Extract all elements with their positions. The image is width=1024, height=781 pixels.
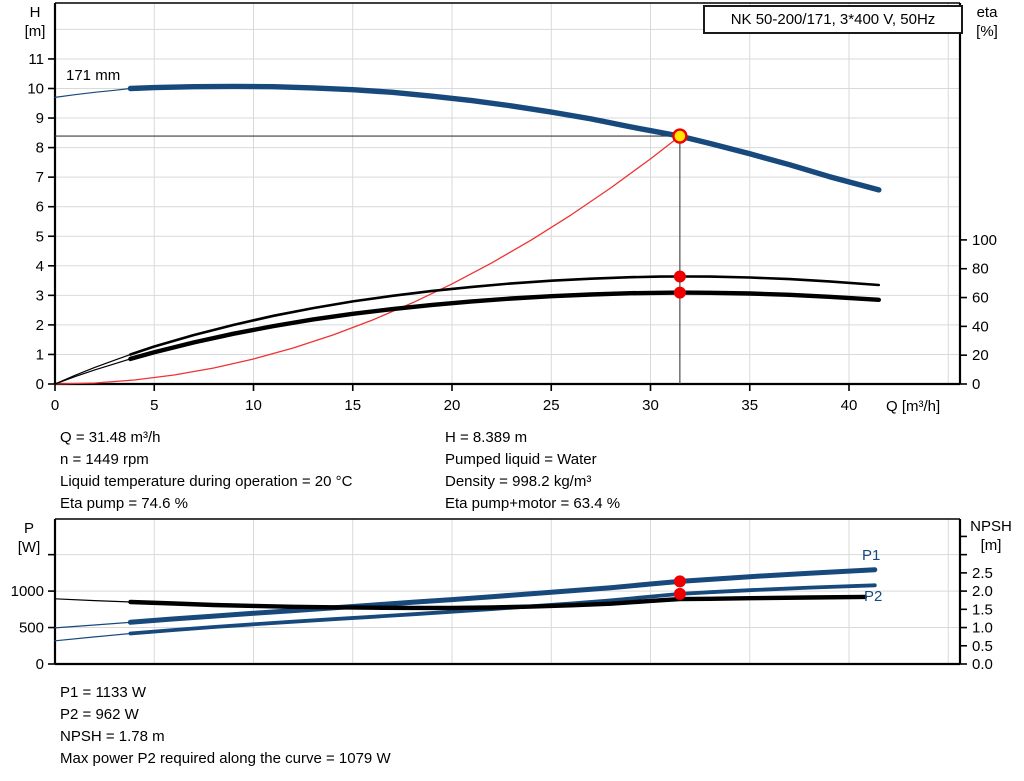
q-tick-label: 25: [543, 397, 560, 414]
npsh-tick-label: 0.0: [972, 656, 993, 673]
power-duty-dot: [673, 575, 686, 588]
p1-curve-label: P1: [862, 547, 881, 564]
p2-curve-label: P2: [864, 588, 883, 605]
h-tick-label: 10: [27, 81, 44, 98]
p-tick-label: 1000: [11, 583, 44, 600]
npsh-axis-unit: [m]: [980, 537, 1002, 554]
readout-eta-total: Eta pump+motor = 63.4 %: [445, 495, 621, 512]
eta-tick-label: 100: [972, 232, 997, 249]
h-tick-label: 5: [36, 228, 44, 245]
duty-point-marker[interactable]: [672, 128, 688, 144]
h-axis-unit: [m]: [24, 23, 46, 40]
pump-model-title: NK 50-200/171, 3*400 V, 50Hz: [703, 5, 963, 34]
h-tick-label: 3: [36, 287, 44, 304]
h-tick-label: 11: [28, 51, 44, 68]
q-axis-label: Q [m³/h]: [886, 398, 941, 415]
p1-curve-thin: [54, 621, 131, 629]
eta-pump-curve: [129, 275, 881, 356]
eta-pump-motor-curve-thin: [54, 358, 131, 385]
readout-density: Density = 998.2 kg/m³: [445, 473, 592, 490]
q-tick-label: 20: [444, 397, 461, 414]
eta-axis-unit: [%]: [976, 23, 998, 40]
npsh-tick-label: 2.5: [972, 565, 993, 582]
npsh-curve: [128, 594, 868, 611]
p2-curve-thin: [54, 632, 131, 642]
npsh-tick-label: 1.5: [972, 601, 993, 618]
eta-tick-label: 0: [972, 376, 980, 393]
p-tick-label: 0: [36, 656, 44, 673]
efficiency-duty-dot: [673, 286, 686, 299]
eta-axis-label: eta: [976, 4, 998, 21]
npsh-tick-label: 0.5: [972, 638, 993, 655]
npsh-curve-thin: [54, 598, 131, 603]
npsh-axis-label: NPSH: [970, 518, 1012, 535]
h-tick-label: 4: [36, 258, 44, 275]
npsh-tick-label: 2.0: [972, 583, 993, 600]
h-tick-label: 1: [36, 346, 44, 363]
efficiency-duty-dot: [673, 270, 686, 283]
eta-pump-curve-thin: [54, 353, 131, 385]
readout-eta-pump: Eta pump = 74.6 %: [60, 495, 188, 512]
q-tick-label: 40: [841, 397, 858, 414]
eta-tick-label: 40: [972, 318, 989, 335]
readout-n: n = 1449 rpm: [60, 451, 149, 468]
h-tick-label: 2: [36, 317, 44, 334]
h-tick-label: 7: [36, 169, 44, 186]
eta-pump-motor-curve: [128, 290, 881, 362]
power-duty-dot: [673, 587, 686, 600]
q-tick-label: 0: [51, 397, 59, 414]
eta-tick-label: 60: [972, 290, 989, 307]
q-tick-label: 5: [150, 397, 158, 414]
readout-p2: P2 = 962 W: [60, 706, 139, 723]
eta-tick-label: 80: [972, 261, 989, 278]
p-axis-unit: [W]: [17, 539, 41, 556]
readout-maxp2: Max power P2 required along the curve = …: [60, 750, 391, 767]
readout-npsh: NPSH = 1.78 m: [60, 728, 165, 745]
readout-h: H = 8.389 m: [445, 429, 528, 446]
impeller-diameter-label: 171 mm: [66, 67, 121, 84]
readout-q: Q = 31.48 m³/h: [60, 429, 161, 446]
q-tick-label: 10: [245, 397, 262, 414]
p-axis-label: P: [23, 520, 34, 537]
readout-p1: P1 = 1133 W: [60, 684, 147, 701]
head-curve: [127, 83, 882, 193]
q-tick-label: 15: [344, 397, 361, 414]
h-tick-label: 0: [36, 376, 44, 393]
h-tick-label: 6: [36, 199, 44, 216]
npsh-tick-label: 1.0: [972, 620, 993, 637]
h-axis-label: H: [29, 4, 41, 21]
h-tick-label: 8: [36, 140, 44, 157]
readout-temp: Liquid temperature during operation = 20…: [60, 473, 353, 490]
p1-curve: [127, 567, 878, 625]
system-curve: [54, 135, 681, 385]
q-tick-label: 35: [741, 397, 758, 414]
readout-liquid: Pumped liquid = Water: [445, 451, 597, 468]
h-tick-label: 9: [36, 110, 44, 127]
q-tick-label: 30: [642, 397, 659, 414]
head-curve-thin: [54, 87, 131, 99]
p-tick-label: 500: [19, 620, 44, 637]
eta-tick-label: 20: [972, 347, 989, 364]
